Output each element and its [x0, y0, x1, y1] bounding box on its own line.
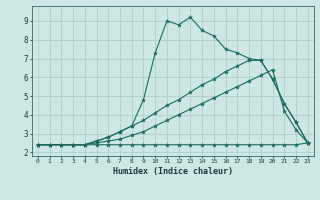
X-axis label: Humidex (Indice chaleur): Humidex (Indice chaleur): [113, 167, 233, 176]
